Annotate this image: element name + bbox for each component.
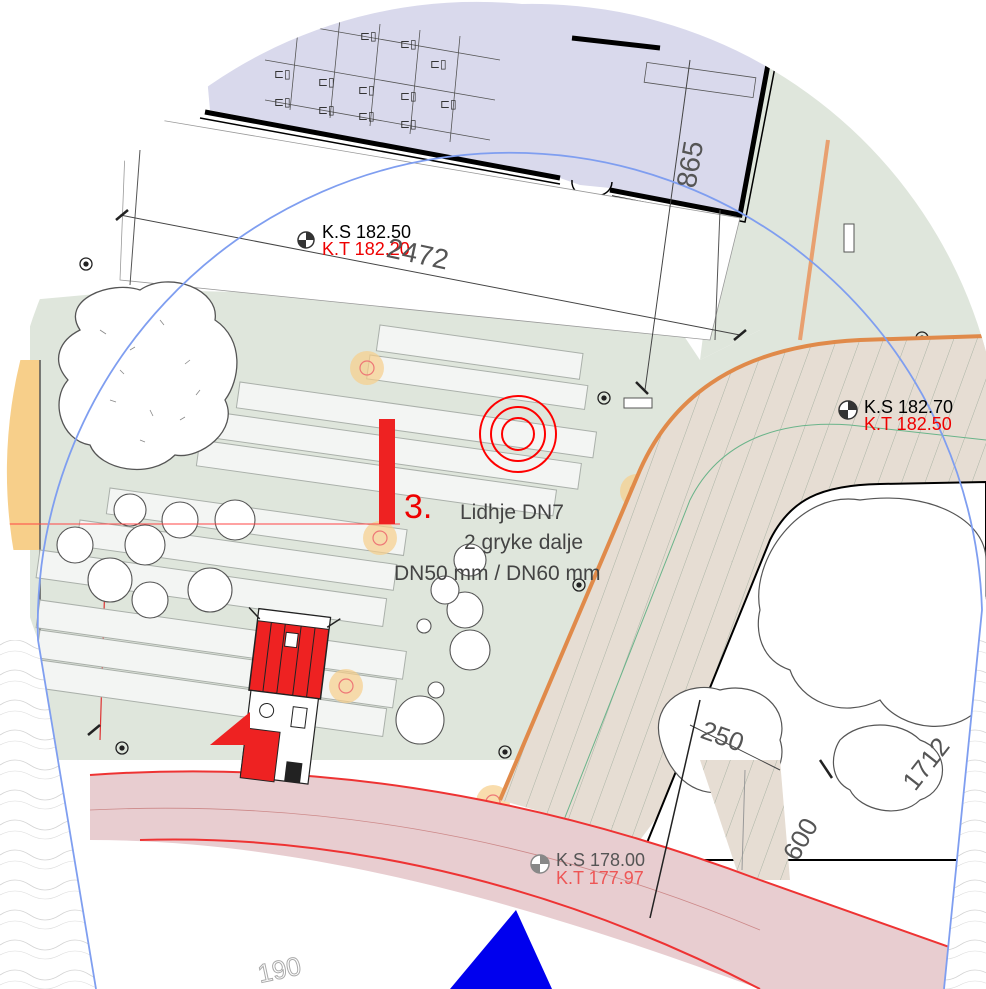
svg-text:⊏▯: ⊏▯ — [274, 95, 291, 109]
marker-line-3: DN50 mm / DN60 mm — [394, 562, 601, 585]
viewport-frame — [36, 151, 983, 989]
elevation-kt-2: K.T 182.50 — [864, 414, 952, 434]
elevation-ks-1: K.S 182.50 — [322, 222, 411, 242]
road-band — [90, 771, 986, 989]
svg-text:⊏▯: ⊏▯ — [274, 67, 291, 81]
svg-text:⊏▯: ⊏▯ — [318, 75, 335, 89]
svg-text:⊏▯: ⊏▯ — [360, 29, 377, 43]
elevation-kt-3: K.T 177.97 — [556, 868, 644, 888]
elevation-kt-1: K.T 182.20 — [322, 239, 410, 259]
svg-text:⊏▯: ⊏▯ — [358, 83, 375, 97]
svg-text:⊏▯: ⊏▯ — [318, 103, 335, 117]
section-marker-bar — [379, 419, 395, 524]
svg-text:⊏▯: ⊏▯ — [430, 57, 447, 71]
building-wall — [204, 1, 783, 218]
left-orange-strip — [6, 360, 40, 550]
dimension-line-865 — [644, 59, 691, 391]
building-floor — [200, 1, 780, 215]
svg-text:⊏▯: ⊏▯ — [400, 37, 417, 51]
fire-truck — [239, 607, 341, 785]
marker-line-2: 2 gryke dalje — [464, 531, 583, 554]
dimension-line-2472 — [119, 214, 741, 336]
marker-number: 3. — [404, 488, 432, 526]
svg-text:⊏▯: ⊏▯ — [400, 89, 417, 103]
elevation-ks-2: K.S 182.70 — [864, 397, 953, 417]
shrubs — [56, 493, 491, 745]
north-arrow-icon — [450, 910, 552, 989]
office-desks — [264, 9, 757, 143]
elevation-ks-3: K.S 178.00 — [556, 850, 645, 870]
svg-text:⊏▯: ⊏▯ — [358, 109, 375, 123]
survey-points — [79, 257, 929, 759]
svg-text:⊏▯: ⊏▯ — [440, 97, 457, 111]
chairs: ⊏▯ ⊏▯ ⊏▯ ⊏▯ ⊏▯ ⊏▯ ⊏▯ ⊏▯ ⊏▯ ⊏▯ ⊏▯ ⊏▯ — [274, 29, 457, 131]
marker-line-1: Lidhje DN7 — [460, 501, 564, 524]
connection-point-icon — [479, 395, 557, 473]
tree-canopy-large — [58, 281, 238, 471]
svg-text:⊏▯: ⊏▯ — [400, 117, 417, 131]
